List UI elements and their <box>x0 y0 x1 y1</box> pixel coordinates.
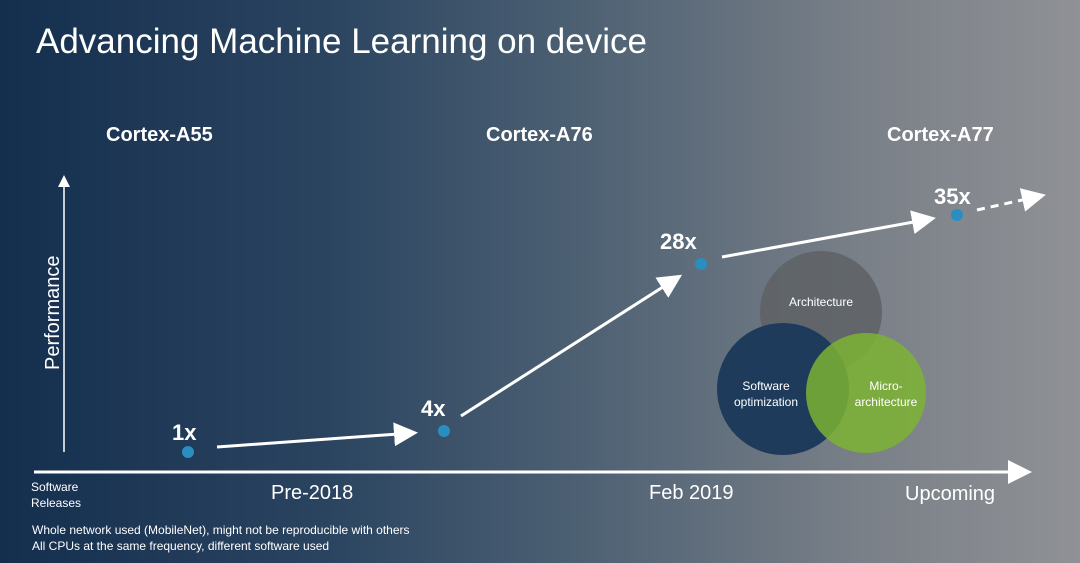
trend-arrow <box>460 274 683 418</box>
data-point <box>438 425 450 437</box>
point-label: 4x <box>421 396 446 421</box>
data-point <box>951 209 963 221</box>
footnote: Whole network used (MobileNet), might no… <box>32 523 410 537</box>
x-tick-label: Upcoming <box>905 483 996 505</box>
trend-arrow <box>721 210 936 259</box>
point-label: 1x <box>172 420 197 445</box>
processor-label: Cortex-A77 <box>887 124 994 146</box>
venn-label-software: Software optimization <box>733 379 799 409</box>
slide-title: Advancing Machine Learning on device <box>36 22 647 61</box>
processor-label: Cortex-A55 <box>106 124 213 146</box>
footnote: All CPUs at the same frequency, differen… <box>32 539 330 553</box>
venn-label-architecture: Architecture <box>788 295 854 309</box>
future-trend-arrow <box>976 188 1046 212</box>
x-axis-label: Software Releases <box>31 480 82 510</box>
y-axis-label: Performance <box>42 255 64 371</box>
point-label: 28x <box>660 229 697 254</box>
data-point <box>695 258 707 270</box>
trend-arrow <box>216 422 418 449</box>
x-tick-label: Pre-2018 <box>271 482 354 504</box>
data-point <box>182 446 194 458</box>
point-label: 35x <box>934 184 971 209</box>
venn-label-micro: Micro-architecture <box>854 379 918 409</box>
venn-micro <box>806 333 926 453</box>
processor-label: Cortex-A76 <box>486 124 593 146</box>
x-tick-label: Feb 2019 <box>649 482 734 504</box>
